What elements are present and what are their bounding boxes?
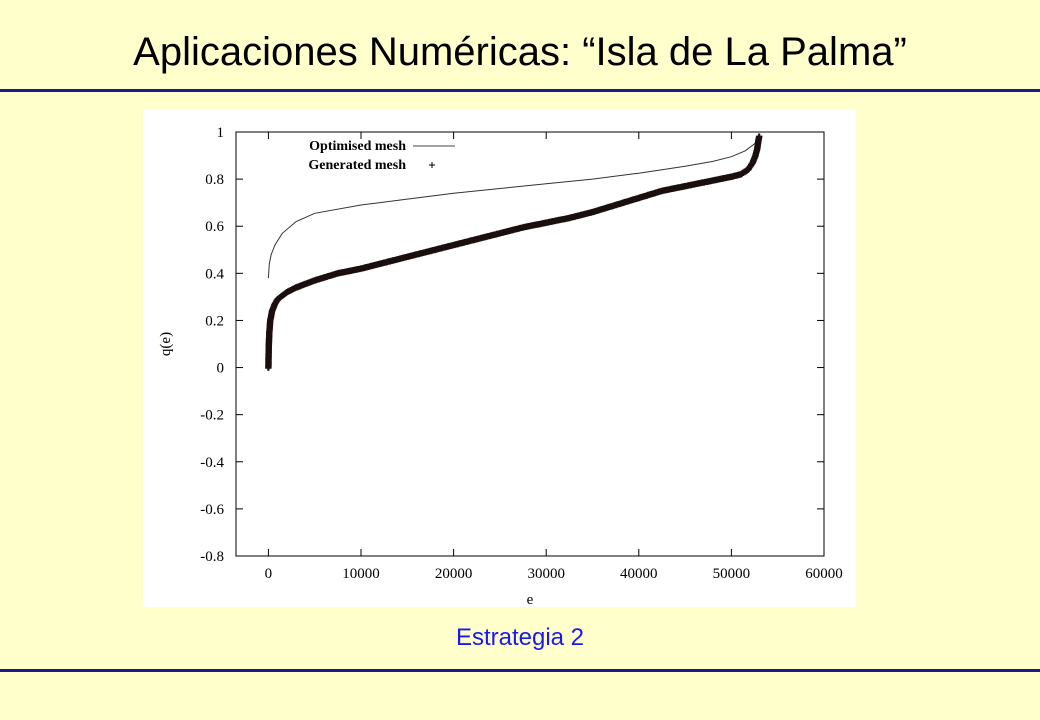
y-axis-title: q(e) (158, 332, 174, 356)
x-tick-label: 20000 (435, 566, 473, 582)
x-tick-label: 30000 (527, 566, 565, 582)
title-divider (0, 89, 1040, 92)
y-tick-label: 0.8 (205, 172, 224, 188)
legend-swatch-generated (429, 162, 435, 168)
x-tick-label: 60000 (805, 566, 843, 582)
generated-mesh-marker (265, 364, 272, 371)
generated-mesh-marker (266, 329, 273, 336)
series-line-optimised-mesh (267, 136, 760, 279)
y-tick-label: -0.6 (200, 502, 224, 518)
footer-divider (0, 669, 1040, 672)
legend-label-generated: Generated mesh (308, 158, 406, 173)
y-tick-labels: 1 0.8 0.6 0.4 0.2 0 -0.2 -0.4 -0.6 -0.8 (200, 125, 224, 565)
legend: Optimised mesh Generated mesh (308, 139, 455, 173)
slide-caption: Estrategia 2 (455, 624, 585, 651)
y-tick-label: 0 (217, 361, 225, 377)
axis-ticks (236, 131, 825, 557)
x-tick-label: 0 (265, 566, 273, 582)
y-tick-label: 0.6 (205, 219, 224, 235)
y-tick-label: 1 (217, 125, 225, 141)
legend-label-optimised: Optimised mesh (309, 139, 406, 154)
series-layer (265, 133, 763, 371)
y-tick-label: 0.4 (205, 266, 224, 282)
x-tick-labels: 0 10000 20000 30000 40000 50000 60000 (265, 566, 843, 582)
x-tick-label: 10000 (342, 566, 380, 582)
y-tick-label: -0.4 (200, 455, 224, 471)
x-axis-title: e (527, 592, 534, 607)
chart-panel: 0 10000 20000 30000 40000 50000 60000 1 0.8 0.6 0… (143, 110, 856, 607)
y-tick-label: 0.2 (205, 313, 224, 329)
slide-title: Aplicaciones Numéricas: “Isla de La Palm… (133, 30, 907, 74)
x-tick-label: 50000 (713, 566, 751, 582)
chart-svg: 0 10000 20000 30000 40000 50000 60000 1 0.8 0.6 0… (158, 125, 843, 607)
generated-mesh-marker (756, 133, 763, 140)
generated-mesh-marker (265, 341, 272, 347)
generated-mesh-marker (265, 352, 272, 359)
y-tick-label: -0.8 (200, 549, 224, 565)
plot-frame (235, 131, 825, 557)
y-tick-label: -0.2 (200, 408, 224, 424)
series-generated-mesh (265, 133, 763, 371)
x-tick-label: 40000 (620, 566, 658, 582)
